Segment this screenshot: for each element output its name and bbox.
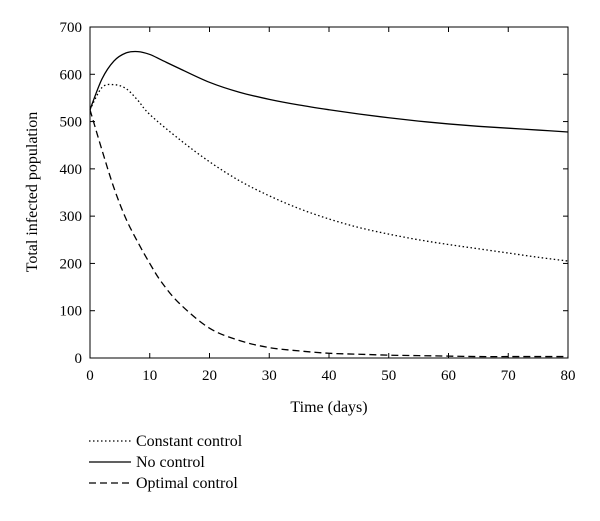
y-tick-label: 600	[60, 67, 83, 83]
y-tick-label: 200	[60, 256, 83, 272]
series-line-no-control	[89, 50, 569, 133]
x-tick-label: 0	[86, 368, 94, 384]
x-axis-label: Time (days)	[290, 399, 367, 416]
x-tick-label: 10	[142, 368, 157, 384]
y-tick-label: 400	[60, 162, 83, 178]
y-tick-label: 300	[60, 209, 83, 225]
series-line-constant-control	[89, 83, 569, 262]
x-tick-label: 30	[262, 368, 277, 384]
y-axis-ticks: 0 100 200 300 400 500 600 700	[60, 20, 568, 367]
x-tick-label: 40	[322, 368, 337, 384]
series-lines	[89, 50, 569, 358]
legend-label-optimal-control: Optimal control	[136, 475, 238, 492]
y-tick-label: 500	[60, 115, 83, 131]
y-tick-label: 0	[75, 351, 83, 367]
legend: Constant control No control Optimal contro…	[89, 433, 243, 492]
y-tick-label: 700	[60, 20, 83, 36]
x-tick-label: 50	[381, 368, 396, 384]
series-line-optimal-control	[89, 109, 568, 358]
y-axis-label: Total infected population	[24, 112, 41, 273]
x-tick-label: 20	[202, 368, 217, 384]
plot-frame	[89, 26, 569, 359]
x-tick-label: 70	[501, 368, 516, 384]
y-tick-label: 100	[60, 304, 83, 320]
x-axis-ticks: 0 10 20 30 40 50 60 70 80	[86, 27, 576, 384]
legend-label-constant-control: Constant control	[136, 433, 243, 450]
legend-label-no-control: No control	[136, 454, 205, 471]
x-tick-label: 60	[441, 368, 456, 384]
x-tick-label: 80	[561, 368, 576, 384]
